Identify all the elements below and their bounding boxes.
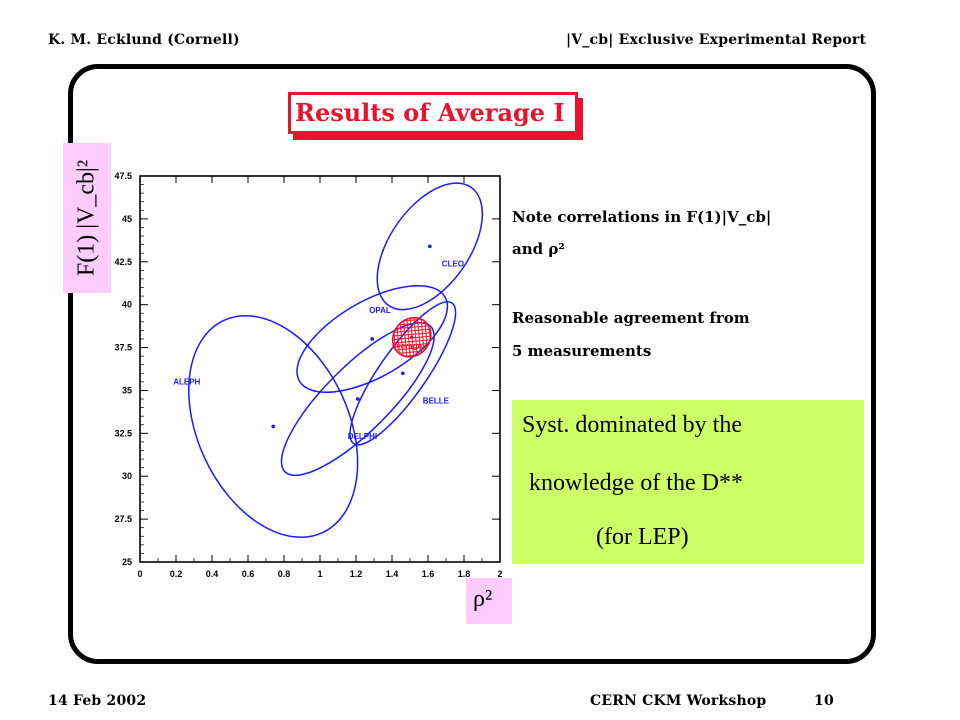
footer-venue: CERN CKM Workshop — [590, 693, 767, 709]
point-belle — [401, 371, 405, 376]
x-tick-label: 2 — [497, 569, 502, 579]
ellipse-aleph — [188, 314, 359, 538]
header-report-title: |V_cb| Exclusive Experimental Report — [566, 32, 867, 48]
x-tick-label: 1 — [317, 569, 322, 579]
header-author: K. M. Ecklund (Cornell) — [48, 32, 240, 48]
highlight-line-2: knowledge of the D** — [529, 470, 743, 496]
highlight-line-1: Syst. dominated by the — [522, 412, 742, 438]
note-correlations: Note correlations in F(1)|V_cb| — [512, 208, 772, 226]
ellipse-belle — [349, 301, 457, 446]
x-tick-label: 1.2 — [350, 569, 363, 579]
slide-title: Results of Average I — [295, 98, 565, 127]
y-axis-label-box: F(1) |V_cb|² — [63, 143, 111, 293]
highlight-line-3: (for LEP) — [596, 524, 689, 550]
x-tick-label: 0 — [137, 569, 142, 579]
y-tick-label: 25 — [122, 557, 132, 567]
series-label-aleph: ALEPH — [173, 377, 200, 386]
ellipse-opal — [296, 284, 449, 394]
y-tick-label: 32.5 — [114, 428, 132, 438]
y-tick-label: 27.5 — [114, 514, 132, 524]
series-label-opal: OPAL — [369, 306, 391, 315]
note-correlations-cont: and ρ² — [512, 240, 565, 258]
x-tick-label: 1.6 — [422, 569, 435, 579]
y-tick-label: 37.5 — [114, 343, 132, 353]
series-label-cleo: CLEO — [442, 259, 464, 268]
point-opal — [370, 337, 375, 341]
x-tick-label: 0.4 — [206, 569, 219, 579]
footer-page-number: 10 — [814, 693, 834, 709]
y-tick-label: 47.5 — [114, 171, 132, 181]
x-axis-label: ρ² — [473, 586, 493, 612]
slide-title-box: Results of Average I — [288, 92, 578, 134]
series-label-average: average — [392, 341, 423, 350]
point-aleph — [271, 424, 276, 429]
ellipse-delphi — [280, 321, 435, 477]
series-label-delphi: DELPHI — [348, 432, 377, 441]
y-tick-label: 42.5 — [114, 257, 132, 267]
y-tick-label: 40 — [122, 300, 132, 310]
highlight-box: Syst. dominated by the knowledge of the … — [512, 400, 864, 564]
x-tick-label: 1.8 — [458, 569, 471, 579]
point-cleo — [428, 244, 432, 249]
x-tick-label: 1.4 — [386, 569, 399, 579]
y-tick-label: 45 — [122, 214, 132, 224]
x-tick-label: 0.6 — [242, 569, 255, 579]
point-average — [410, 335, 414, 340]
y-tick-label: 30 — [122, 471, 132, 481]
plot-frame — [139, 175, 501, 563]
x-tick-label: 0.2 — [170, 569, 183, 579]
note-agreement-cont: 5 measurements — [512, 342, 652, 360]
point-delphi — [356, 397, 360, 401]
x-axis-label-box: ρ² — [466, 578, 512, 624]
y-tick-label: 35 — [122, 385, 132, 395]
slide-frame — [68, 64, 876, 664]
ellipse-cleo — [376, 182, 484, 311]
footer-date: 14 Feb 2002 — [48, 693, 147, 709]
series-label-belle: BELLE — [423, 396, 450, 405]
note-agreement: Reasonable agreement from — [512, 309, 750, 327]
x-tick-label: 0.8 — [278, 569, 291, 579]
y-axis-label: F(1) |V_cb|² — [73, 159, 100, 277]
